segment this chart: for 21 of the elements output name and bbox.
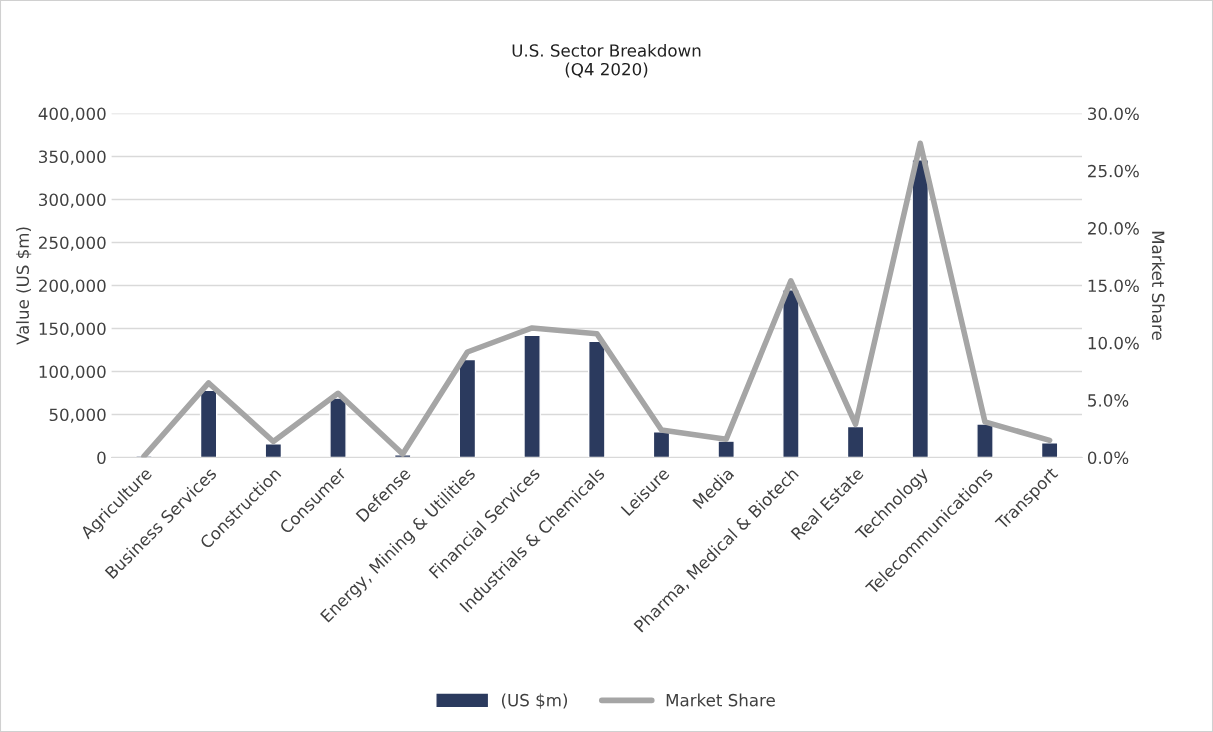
y-tick-label: 50,000 — [49, 408, 106, 423]
y2-tick-label: 25.0% — [1088, 164, 1139, 178]
y-axis-title: Value (US $m) — [16, 227, 32, 345]
y2-axis-title: Market Share — [1151, 231, 1165, 340]
y-tick-label: 300,000 — [39, 193, 106, 208]
y-tick-label: 200,000 — [39, 279, 106, 294]
y2-tick-label: 0.0% — [1087, 451, 1129, 465]
y-tick-label: 150,000 — [39, 322, 106, 337]
y2-tick-label: 5.0% — [1088, 394, 1129, 407]
y-tick-label: 400,000 — [38, 107, 106, 122]
legend-label: (US $m) — [501, 693, 568, 709]
y-tick-label: 100,000 — [39, 365, 106, 380]
y-tick-label: 250,000 — [39, 236, 106, 251]
y2-tick-label: 30.0% — [1088, 107, 1139, 121]
legend-label: Market Share — [666, 693, 775, 707]
y2-tick-label: 10.0% — [1088, 336, 1139, 350]
chart-title: U.S. Sector Breakdown (Q4 2020) — [512, 43, 701, 78]
y-tick-label: 350,000 — [39, 150, 106, 165]
y2-tick-label: 15.0% — [1088, 279, 1139, 293]
y-tick-label: 0 — [97, 451, 106, 465]
y2-tick-label: 20.0% — [1088, 222, 1139, 235]
